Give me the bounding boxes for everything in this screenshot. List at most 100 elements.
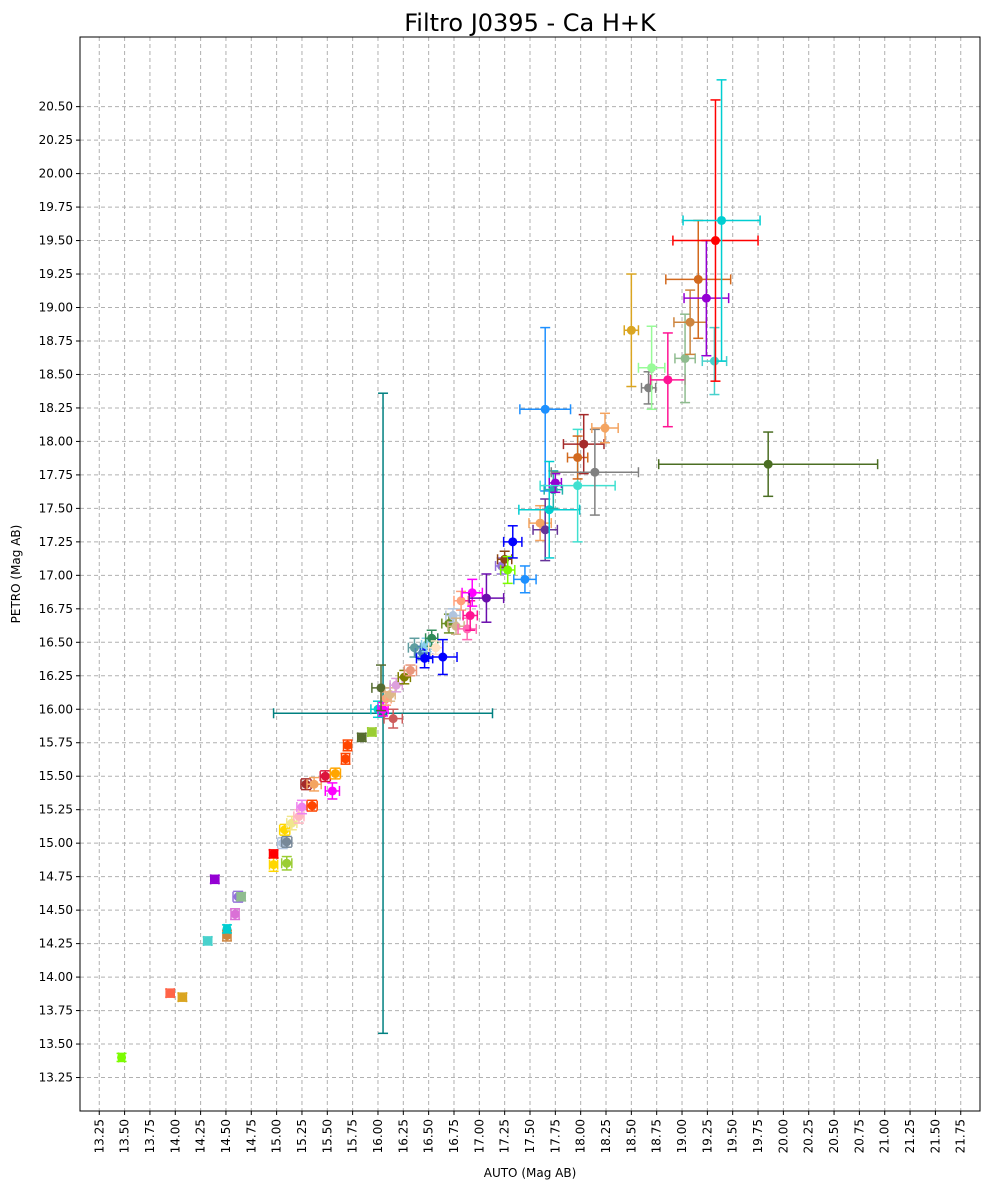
point-marker [462,624,472,634]
point-marker [297,802,307,812]
data-point [268,848,279,859]
data-point [528,504,553,542]
y-tick-label: 14.75 [39,870,73,884]
point-marker [405,665,415,675]
point-marker [117,1052,127,1062]
x-tick-label: 19.75 [751,1119,765,1153]
data-point [496,550,513,569]
point-marker [388,714,398,724]
y-tick-label: 18.75 [39,334,73,348]
data-point [502,525,523,559]
x-tick-label: 14.00 [168,1119,182,1153]
point-marker [600,423,610,433]
point-marker [540,404,550,414]
data-point [499,555,516,585]
data-point [397,669,412,685]
point-marker [573,452,583,462]
x-tick-label: 17.00 [472,1119,486,1153]
data-point [342,739,353,752]
y-tick-label: 17.25 [39,535,73,549]
data-point [280,855,293,871]
data-point [324,782,341,800]
point-marker [710,236,720,246]
point-marker [626,325,636,335]
y-axis-ticks: 13.25 13.50 13.75 14.00 14.25 14.50 14.75 15.00… [39,100,80,1085]
x-tick-label: 15.50 [320,1119,334,1153]
y-axis-label: PETRO (Mag AB) [9,525,23,624]
x-tick-label: 21.50 [928,1119,942,1153]
point-marker [282,837,292,847]
data-point [427,638,458,676]
x-tick-label: 17.75 [548,1119,562,1153]
y-tick-label: 16.75 [39,602,73,616]
x-tick-label: 17.50 [523,1119,537,1153]
y-tick-label: 18.00 [39,434,73,448]
x-tick-label: 20.50 [827,1119,841,1153]
data-point [165,988,176,999]
data-point [329,767,342,780]
y-tick-label: 16.00 [39,702,73,716]
data-point [649,332,686,428]
data-point [389,677,404,693]
point-marker [367,727,377,737]
data-point [701,326,728,396]
data-point [637,325,666,411]
point-marker [680,353,690,363]
data-point [209,874,220,885]
point-marker [376,683,386,693]
x-tick-label: 16.25 [396,1119,410,1153]
point-marker [709,356,719,366]
y-tick-label: 15.25 [39,803,73,817]
x-tick-label: 15.75 [346,1119,360,1153]
point-marker [544,505,554,515]
x-tick-label: 13.75 [143,1119,157,1153]
point-marker [269,849,279,859]
point-marker [503,565,513,575]
x-tick-label: 18.00 [574,1119,588,1153]
point-marker [222,924,232,934]
chart-title: Filtro J0395 - Ca H+K [404,9,657,37]
data-point [407,637,422,658]
data-point [356,732,367,743]
grid-lines [80,37,980,1111]
data-point [319,770,332,783]
y-tick-label: 14.50 [39,903,73,917]
point-marker [647,363,657,373]
data-point [306,776,322,792]
x-tick-label: 20.75 [852,1119,866,1153]
point-marker [540,525,550,535]
data-point [230,908,241,921]
data-point [672,99,759,382]
x-axis-label: AUTO (Mag AB) [484,1166,577,1180]
y-tick-label: 13.50 [39,1037,73,1051]
plot-frame [79,36,981,1112]
x-tick-label: 21.25 [903,1119,917,1153]
data-point [280,835,293,848]
point-marker [307,801,317,811]
y-tick-label: 18.50 [39,367,73,381]
y-tick-label: 13.25 [39,1071,73,1085]
x-tick-label: 14.50 [219,1119,233,1153]
x-tick-label: 17.25 [498,1119,512,1153]
data-point [657,431,879,498]
point-marker [590,467,600,477]
point-marker [210,874,220,884]
point-marker [579,439,589,449]
x-tick-label: 16.50 [422,1119,436,1153]
data-point [462,600,479,631]
data-point [591,412,619,444]
x-tick-label: 21.75 [954,1119,968,1153]
data-point [519,326,572,492]
point-marker [520,574,530,584]
data-point [518,460,581,559]
point-marker [282,858,292,868]
x-tick-label: 13.25 [92,1119,106,1153]
data-point [623,273,640,388]
point-marker [357,732,367,742]
point-marker [165,988,175,998]
x-tick-label: 18.75 [650,1119,664,1153]
point-marker [391,680,401,690]
y-tick-label: 14.25 [39,937,73,951]
data-point [221,923,232,934]
